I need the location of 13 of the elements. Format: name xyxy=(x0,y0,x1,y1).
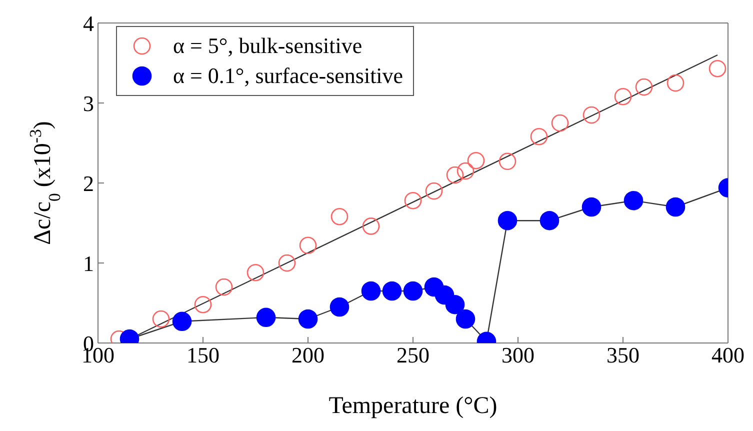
x-tick-label: 400 xyxy=(712,342,744,368)
legend-label: α = 0.1°, surface-sensitive xyxy=(173,62,404,90)
legend-label: α = 5°, bulk-sensitive xyxy=(173,32,362,60)
y-tick-label: 2 xyxy=(83,170,94,196)
y-tick-label: 1 xyxy=(83,250,94,276)
y-tick-label: 4 xyxy=(83,10,94,36)
x-tick-label: 150 xyxy=(186,342,220,368)
x-axis-title: Temperature (°C) xyxy=(328,393,498,419)
x-tick-label: 300 xyxy=(502,342,534,368)
x-tick-label: 250 xyxy=(396,342,430,368)
x-tick-label: 200 xyxy=(292,342,324,368)
x-tick-label: 350 xyxy=(606,342,640,368)
y-tick-label: 3 xyxy=(83,90,94,116)
